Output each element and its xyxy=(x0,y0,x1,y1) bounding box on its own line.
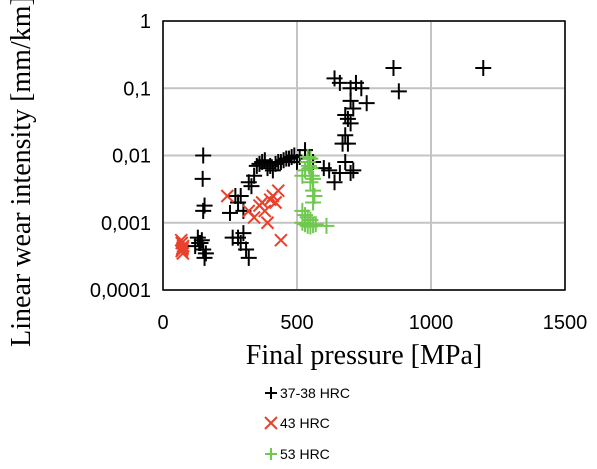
legend-label-37-38-hrc: 37-38 HRC xyxy=(280,385,350,401)
data-point xyxy=(345,162,362,179)
data-point xyxy=(222,204,238,221)
series-3 xyxy=(294,148,335,235)
data-point xyxy=(353,80,370,97)
legend-item-37-38-hrc: 37-38 HRC xyxy=(265,385,350,401)
y-tick-label: 0,0001 xyxy=(90,280,151,302)
data-point xyxy=(232,187,249,204)
data-point xyxy=(334,135,351,152)
legend-marker-53-hrc xyxy=(265,448,277,460)
data-point xyxy=(342,92,359,109)
data-point xyxy=(240,249,257,266)
y-tick-label: 0,001 xyxy=(101,213,151,235)
x-tick-label: 0 xyxy=(157,312,168,334)
legend-item-43-hrc: 43 HRC xyxy=(264,415,330,431)
data-point xyxy=(268,195,283,210)
data-point xyxy=(255,195,269,210)
data-point xyxy=(175,244,189,258)
data-point xyxy=(302,150,319,167)
data-point xyxy=(258,204,272,218)
data-point xyxy=(318,217,335,234)
legend-marker-37-38-hrc xyxy=(265,387,277,399)
data-points xyxy=(174,60,492,266)
data-point xyxy=(195,147,212,164)
grid xyxy=(162,20,566,291)
x-tick-label: 1500 xyxy=(543,312,588,334)
legend-symbol xyxy=(264,416,278,430)
legend-label-53-hrc: 53 HRC xyxy=(280,446,330,462)
data-point xyxy=(307,216,324,233)
tick-labels: 0 500 1000 1500 1 0,1 0,01 0,001 0,0001 xyxy=(90,11,587,334)
series-2 xyxy=(174,183,288,261)
data-point xyxy=(337,154,354,171)
y-tick-label: 1 xyxy=(140,11,151,33)
data-point xyxy=(390,83,407,100)
data-point xyxy=(475,60,492,77)
data-point xyxy=(345,100,362,117)
data-point xyxy=(260,216,275,230)
data-point xyxy=(246,167,263,184)
data-point xyxy=(235,225,252,242)
data-point xyxy=(342,164,359,181)
data-point xyxy=(274,233,288,247)
data-point xyxy=(247,210,261,225)
data-point xyxy=(195,241,212,258)
x-tick-label: 500 xyxy=(280,312,313,334)
data-point xyxy=(220,189,235,203)
y-tick-label: 0,01 xyxy=(112,146,151,168)
x-axis-title: Final pressure [MPa] xyxy=(246,340,482,371)
legend-marker-43-hrc xyxy=(264,416,278,430)
plot-frame xyxy=(162,20,566,291)
legend-label-43-hrc: 43 HRC xyxy=(280,415,330,431)
data-point xyxy=(196,197,213,214)
data-point xyxy=(331,74,348,91)
data-point xyxy=(385,60,402,77)
y-axis-title: Linear wear intensity [mm/km] xyxy=(6,0,37,347)
data-point xyxy=(175,241,190,255)
data-point xyxy=(337,127,354,144)
series-1 xyxy=(187,60,492,266)
legend: 37-38 HRC 43 HRC 53 HRC xyxy=(264,385,350,462)
x-tick-label: 1000 xyxy=(409,312,454,334)
data-point xyxy=(194,170,211,187)
legend-item-53-hrc: 53 HRC xyxy=(265,446,330,462)
data-point xyxy=(302,174,319,191)
data-point xyxy=(264,162,281,179)
y-tick-label: 0,1 xyxy=(123,78,151,100)
data-point xyxy=(297,142,314,159)
data-point xyxy=(196,249,213,266)
data-point xyxy=(271,183,285,198)
data-point xyxy=(193,232,210,249)
data-point xyxy=(243,178,260,195)
data-point xyxy=(337,107,354,124)
data-point xyxy=(306,187,323,204)
data-point xyxy=(342,115,359,132)
data-point xyxy=(358,95,375,112)
data-point xyxy=(232,234,249,251)
data-point xyxy=(299,148,316,165)
data-point xyxy=(326,174,343,191)
legend-symbol xyxy=(265,448,277,460)
legend-symbol xyxy=(265,387,277,399)
data-point xyxy=(321,162,338,179)
data-point xyxy=(305,194,322,211)
data-point xyxy=(191,234,208,251)
data-point xyxy=(303,167,320,184)
data-point xyxy=(301,157,318,174)
